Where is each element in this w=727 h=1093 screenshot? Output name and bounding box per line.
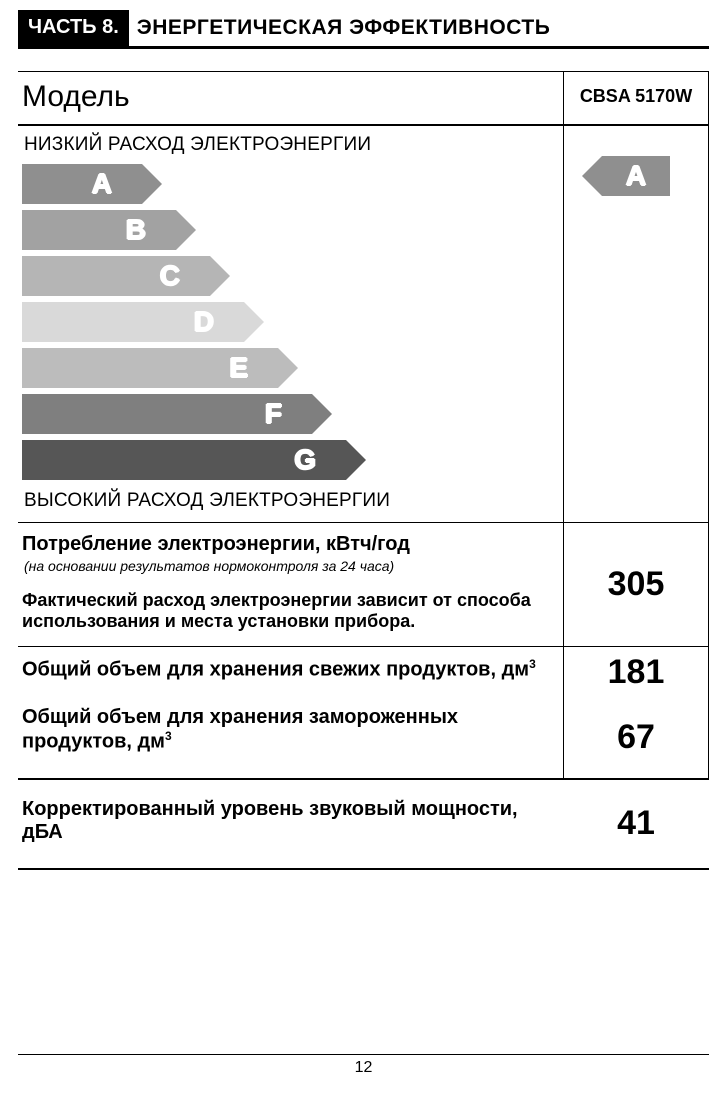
fresh-vol-label: Общий объем для хранения свежих продукто… [18,647,563,698]
noise-value: 41 [563,779,709,870]
energy-bar-e: E [22,348,278,388]
part-badge: ЧАСТЬ 8. [18,10,129,46]
page-number: 12 [18,1054,709,1077]
energy-rating-cell: A [563,126,709,523]
model-label: Модель [18,71,563,126]
rating-arrow: A [602,156,670,196]
energy-scale: НИЗКИЙ РАСХОД ЭЛЕКТРОЭНЕРГИИ ABCDEFG ВЫС… [18,126,563,523]
energy-bar-b: B [22,210,176,250]
energy-bar-f: F [22,394,312,434]
noise-label: Корректированный уровень звуковый мощнос… [18,779,563,870]
consumption-value: 305 [563,523,709,647]
consumption-label: Потребление электроэнергии, кВтч/год (на… [18,523,563,647]
page-title: ЭНЕРГЕТИЧЕСКАЯ ЭФФЕКТИВНОСТЬ [129,10,559,46]
model-value: CBSA 5170W [563,71,709,126]
energy-bar-a: A [22,164,142,204]
page-header: ЧАСТЬ 8. ЭНЕРГЕТИЧЕСКАЯ ЭФФЕКТИВНОСТЬ [18,10,709,49]
consumption-note: (на основании результатов нормоконтроля … [22,556,559,576]
consumption-sub: Фактический расход электроэнергии зависи… [22,576,559,632]
energy-bars: ABCDEFG [22,162,559,488]
energy-bar-g: G [22,440,346,480]
energy-bar-d: D [22,302,244,342]
spec-table: Модель CBSA 5170W НИЗКИЙ РАСХОД ЭЛЕКТРОЭ… [18,71,709,870]
frozen-vol-label: Общий объем для хранения замороженных пр… [18,698,563,779]
low-consumption-label: НИЗКИЙ РАСХОД ЭЛЕКТРОЭНЕРГИИ [22,132,559,162]
frozen-vol-value: 67 [563,698,709,779]
rating-letter: A [626,160,646,192]
fresh-vol-value: 181 [563,647,709,698]
high-consumption-label: ВЫСОКИЙ РАСХОД ЭЛЕКТРОЭНЕРГИИ [22,488,559,518]
energy-bar-c: C [22,256,210,296]
